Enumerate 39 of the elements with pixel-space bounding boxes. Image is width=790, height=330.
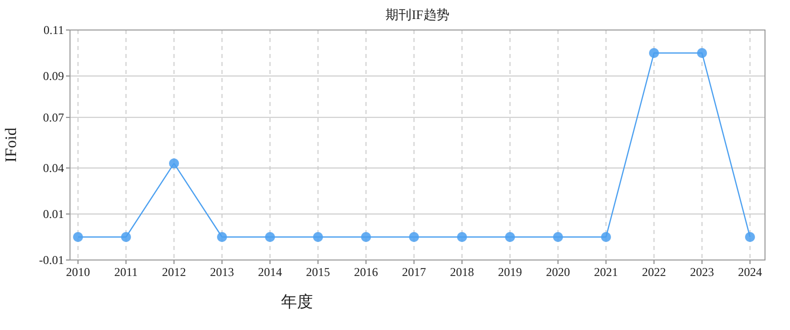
x-tick-label: 2011 [114, 265, 138, 279]
point [649, 48, 659, 58]
y-tick-label: 0.11 [43, 23, 64, 37]
point [505, 232, 515, 242]
x-tick-label: 2013 [210, 265, 234, 279]
x-tick-label: 2021 [594, 265, 618, 279]
point [313, 232, 323, 242]
x-tick-label: 2017 [402, 265, 426, 279]
point [697, 48, 707, 58]
point [457, 232, 467, 242]
point [73, 232, 83, 242]
point [265, 232, 275, 242]
y-tick-label: -0.01 [39, 253, 64, 267]
y-tick-label: 0.04 [43, 161, 64, 175]
x-tick-label: 2019 [498, 265, 522, 279]
x-axis-title: 年度 [281, 293, 313, 311]
point [361, 232, 371, 242]
chart-title: 期刊IF趋势 [386, 7, 450, 22]
x-tick-label: 2024 [738, 265, 762, 279]
x-tick-label: 2010 [66, 265, 90, 279]
point [217, 232, 227, 242]
point [409, 232, 419, 242]
point [601, 232, 611, 242]
y-tick-label: 0.01 [43, 207, 64, 221]
point [745, 232, 755, 242]
point [169, 158, 179, 168]
point [121, 232, 131, 242]
x-tick-label: 2014 [258, 265, 282, 279]
x-tick-label: 2022 [642, 265, 666, 279]
x-tick-label: 2023 [690, 265, 714, 279]
x-tick-label: 2012 [162, 265, 186, 279]
y-tick-label: 0.07 [43, 110, 64, 124]
x-tick-label: 2016 [354, 265, 378, 279]
y-axis-title: IFoid [3, 128, 20, 162]
x-tick-label: 2020 [546, 265, 570, 279]
y-tick-label: 0.09 [43, 69, 64, 83]
x-tick-label: 2015 [306, 265, 330, 279]
x-tick-label: 2018 [450, 265, 474, 279]
point [553, 232, 563, 242]
